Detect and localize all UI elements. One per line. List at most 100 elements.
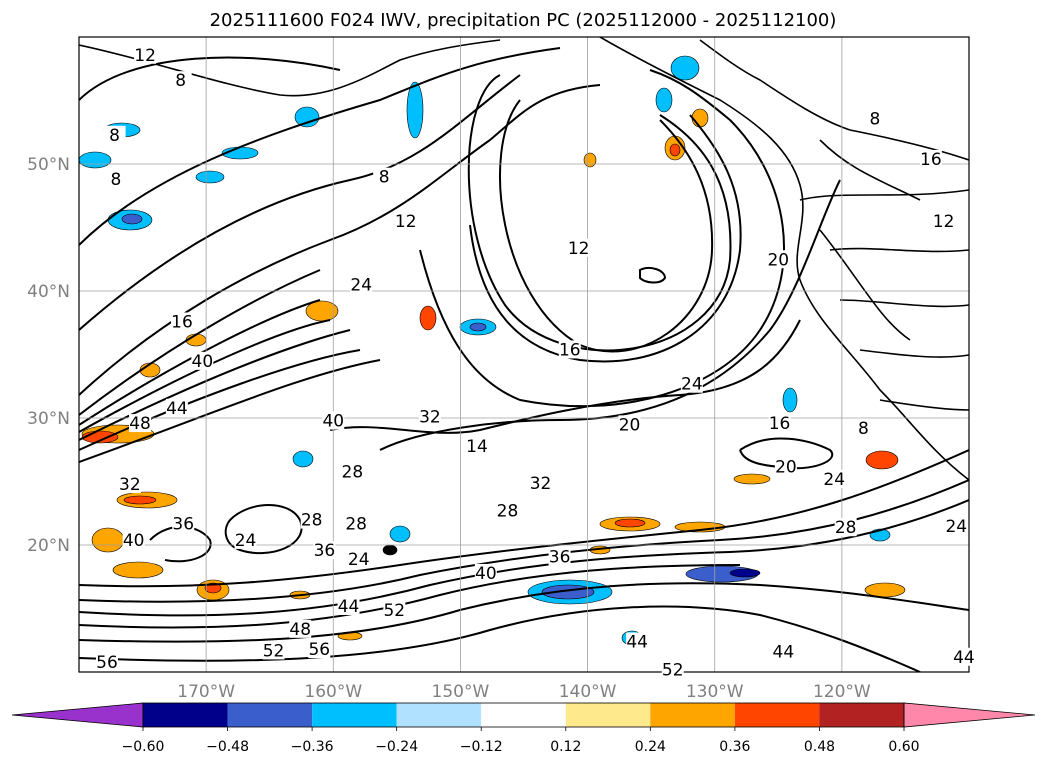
contour-label-bg: [680, 374, 703, 393]
colorbar-tick-label: 0.48: [804, 739, 835, 755]
chart-title: 2025111600 F024 IWV, precipitation PC (2…: [210, 10, 837, 31]
y-tick-label: 40°N: [27, 282, 70, 302]
contour-label-bg: [932, 212, 955, 231]
colorbar-tick-label: 0.60: [888, 739, 919, 755]
contour-label: 52: [662, 660, 684, 680]
contour-label-bg: [772, 642, 795, 661]
contour-label-bg: [118, 475, 141, 494]
contour-label: 40: [192, 352, 214, 372]
plot-frame: [78, 36, 970, 673]
colorbar-extend-max: [903, 702, 1036, 728]
contour-label-bg: [945, 516, 968, 535]
contour-label-bg: [373, 167, 396, 186]
x-tick-label: 170°W: [177, 682, 235, 702]
x-tick-label: 120°W: [813, 682, 871, 702]
contour-label: 16: [769, 414, 791, 434]
contour-label-bg: [262, 641, 285, 660]
colorbar-bin: [227, 703, 313, 727]
colorbar-tick-label: 0.24: [635, 739, 666, 755]
contour-label-bg: [169, 71, 192, 90]
contour-label: 20: [619, 415, 641, 435]
contour-label-bg: [496, 501, 519, 520]
contour-label-bg: [474, 563, 497, 582]
contour-label: 48: [289, 620, 311, 640]
contour-label: 32: [119, 475, 141, 495]
contour-label: 36: [172, 514, 194, 534]
contour-label: 44: [773, 643, 795, 663]
colorbar-frame: [142, 702, 905, 728]
contour-label-bg: [834, 518, 857, 537]
contour-label-bg: [350, 275, 373, 294]
contour-label-bg: [170, 312, 193, 331]
contour-label: 36: [314, 541, 336, 561]
x-tick-label: 130°W: [686, 682, 744, 702]
contour-label-bg: [394, 212, 417, 231]
contour-label: 12: [933, 212, 955, 232]
colorbar-bin: [565, 703, 651, 727]
contour-label: 28: [345, 514, 367, 534]
contour-label: 36: [549, 547, 571, 567]
contour-label: 8: [858, 419, 869, 439]
contour-label: 8: [379, 168, 390, 188]
coastlines: [79, 37, 969, 481]
contour-label-bg: [347, 549, 370, 568]
contour-label: 24: [681, 375, 703, 395]
contour-label-bg: [341, 462, 364, 481]
contour-label: 20: [767, 250, 789, 270]
contour-label-bg: [308, 640, 331, 659]
colorbar-bin: [396, 703, 482, 727]
contour-label-bg: [104, 170, 127, 189]
contour-label: 16: [559, 340, 581, 360]
contour-label-bg: [129, 414, 152, 433]
contour-label: 56: [96, 653, 118, 673]
contour-label: 24: [823, 470, 845, 490]
contour-label-bg: [300, 510, 323, 529]
contour-labels: 12 8 8 8 8 12 24 16 40 44 48 40 28 32 36 40 24 28 28 36 24 44…: [95, 45, 975, 680]
colorbar-tick-label: 0.12: [550, 739, 581, 755]
colorbar-tick-label: −0.60: [122, 739, 165, 755]
contour-label: 8: [870, 109, 881, 129]
colorbar-bin: [819, 703, 904, 727]
contour-label: 32: [419, 408, 441, 428]
contour-label: 28: [342, 462, 364, 482]
colorbar-bin: [312, 703, 397, 727]
colorbar-tick-label: 0.36: [719, 739, 750, 755]
y-tick-label: 20°N: [27, 536, 70, 556]
colorbar-bin: [481, 703, 566, 727]
contour-label-bg: [134, 45, 157, 64]
contour-label-bg: [618, 415, 641, 434]
contour-label-bg: [558, 340, 581, 359]
contour-label-bg: [567, 238, 590, 257]
contour-label: 52: [263, 641, 285, 661]
contour-label-bg: [465, 436, 488, 455]
contour-label: 8: [175, 71, 186, 91]
contour-label: 52: [383, 601, 405, 621]
contour-label-bg: [661, 660, 684, 679]
colorbar-tick-label: −0.48: [206, 739, 249, 755]
contour-label-bg: [418, 407, 441, 426]
contour-label: 24: [348, 550, 370, 570]
contour-label: 12: [134, 46, 156, 66]
contour-label: 40: [475, 564, 497, 584]
contour-label: 28: [301, 511, 323, 531]
contour-label: 12: [568, 239, 590, 259]
colorbar-extend-min: [11, 702, 144, 728]
colorbar-tick-label: −0.36: [291, 739, 334, 755]
contour-label: 28: [835, 518, 857, 538]
x-tick-label: 140°W: [559, 682, 617, 702]
y-tick-label: 50°N: [27, 155, 70, 175]
contour-label-bg: [767, 250, 790, 269]
colorbar-tick-label: −0.12: [460, 739, 503, 755]
contour-label-bg: [165, 398, 188, 417]
contour-label-bg: [823, 469, 846, 488]
contour-label-bg: [191, 351, 214, 370]
contour-label: 44: [338, 597, 360, 617]
contour-label: 48: [129, 414, 151, 434]
contour-label: 44: [953, 648, 975, 668]
contour-label: 56: [308, 640, 330, 660]
contour-label-bg: [952, 647, 975, 666]
contour-label: 44: [166, 399, 188, 419]
x-tick-label: 150°W: [432, 682, 490, 702]
contour-label: 24: [945, 517, 967, 537]
